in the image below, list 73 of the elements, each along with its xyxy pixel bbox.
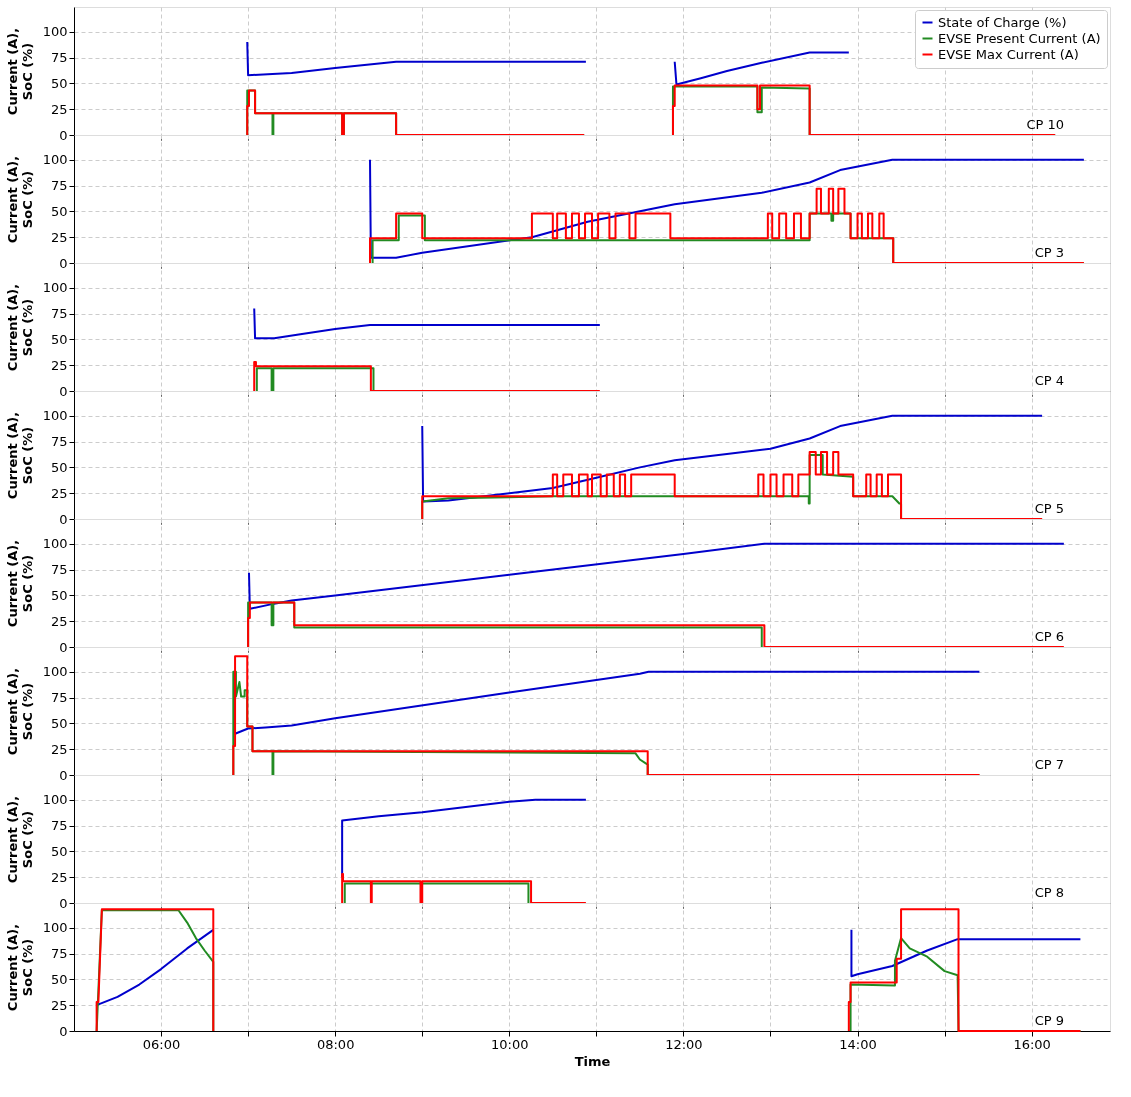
y-tick-label: 0 [59, 255, 68, 271]
y-tick-label: 100 [42, 664, 68, 680]
y-tick-label: 50 [50, 843, 68, 859]
x-tick-label: 14:00 [839, 1036, 877, 1052]
y-tick-label: 100 [42, 920, 68, 936]
y-tick-label: 75 [50, 178, 68, 194]
y-axis-title: Current (A), SoC (%) [4, 795, 35, 884]
line-series [369, 187, 1085, 264]
y-tick-label: 100 [42, 280, 68, 296]
annotation: CP 4 [1034, 373, 1064, 388]
y-tick-label: 25 [50, 357, 68, 373]
y-tick-label: 0 [59, 511, 68, 527]
annotation: CP 5 [1034, 501, 1064, 516]
annotation: CP 10 [1026, 117, 1064, 132]
line-series [421, 414, 1044, 503]
y-tick-label: 0 [59, 639, 68, 655]
y-tick-label: 50 [50, 459, 68, 475]
x-tick-label: 10:00 [491, 1036, 529, 1052]
y-tick-label: 0 [59, 383, 68, 399]
y-axis-title: Current (A), SoC (%) [4, 283, 35, 372]
y-tick-label: 25 [50, 485, 68, 501]
y-tick-label: 50 [50, 971, 68, 987]
legend-label: EVSE Present Current (A) [938, 30, 1101, 46]
y-tick-label: 50 [50, 587, 68, 603]
y-tick-label: 25 [50, 997, 68, 1013]
y-axis-title: Current (A), SoC (%) [4, 667, 35, 756]
y-axis-title: Current (A), SoC (%) [4, 155, 35, 244]
y-tick-label: 0 [59, 895, 68, 911]
x-tick-label: 08:00 [316, 1036, 355, 1052]
x-tick-label: 06:00 [142, 1036, 181, 1052]
x-tick-label: 16:00 [1013, 1036, 1051, 1052]
y-tick-label: 75 [50, 690, 68, 706]
line-series [247, 601, 1065, 648]
y-tick-label: 75 [50, 946, 68, 962]
y-tick-label: 25 [50, 869, 68, 885]
y-axis-title: Current (A), SoC (%) [4, 27, 35, 116]
x-axis-title: Time [574, 1053, 611, 1069]
y-tick-label: 100 [42, 152, 68, 168]
y-tick-label: 0 [59, 767, 68, 783]
y-tick-label: 50 [50, 331, 68, 347]
annotation: CP 3 [1034, 245, 1064, 260]
y-tick-label: 50 [50, 203, 68, 219]
y-tick-label: 100 [42, 24, 68, 40]
y-axis-title: Current (A), SoC (%) [4, 539, 35, 628]
y-axis-title: Current (A), SoC (%) [4, 923, 35, 1012]
y-tick-label: 75 [50, 306, 68, 322]
y-tick-label: 0 [59, 127, 68, 143]
y-tick-label: 100 [42, 792, 68, 808]
y-tick-label: 75 [50, 434, 68, 450]
y-tick-label: 75 [50, 818, 68, 834]
annotation: CP 9 [1034, 1013, 1064, 1028]
line-series [253, 307, 601, 340]
line-series [369, 158, 1085, 259]
x-tick-label: 12:00 [665, 1036, 703, 1052]
y-tick-label: 100 [42, 536, 68, 552]
y-tick-label: 25 [50, 229, 68, 245]
y-tick-label: 25 [50, 741, 68, 757]
line-series [247, 542, 1065, 610]
legend-label: State of Charge (%) [938, 14, 1067, 30]
y-axis-title: Current (A), SoC (%) [4, 411, 35, 500]
y-tick-label: 75 [50, 50, 68, 66]
y-tick-label: 75 [50, 562, 68, 578]
y-tick-label: 0 [59, 1023, 68, 1039]
line-series [233, 670, 981, 735]
y-tick-label: 100 [42, 408, 68, 424]
annotation: CP 6 [1034, 629, 1064, 644]
y-tick-label: 25 [50, 101, 68, 117]
annotation: CP 7 [1034, 757, 1064, 772]
legend-label: EVSE Max Current (A) [938, 46, 1079, 62]
annotation: CP 8 [1034, 885, 1064, 900]
y-tick-label: 50 [50, 715, 68, 731]
y-tick-label: 50 [50, 75, 68, 91]
y-tick-label: 25 [50, 613, 68, 629]
